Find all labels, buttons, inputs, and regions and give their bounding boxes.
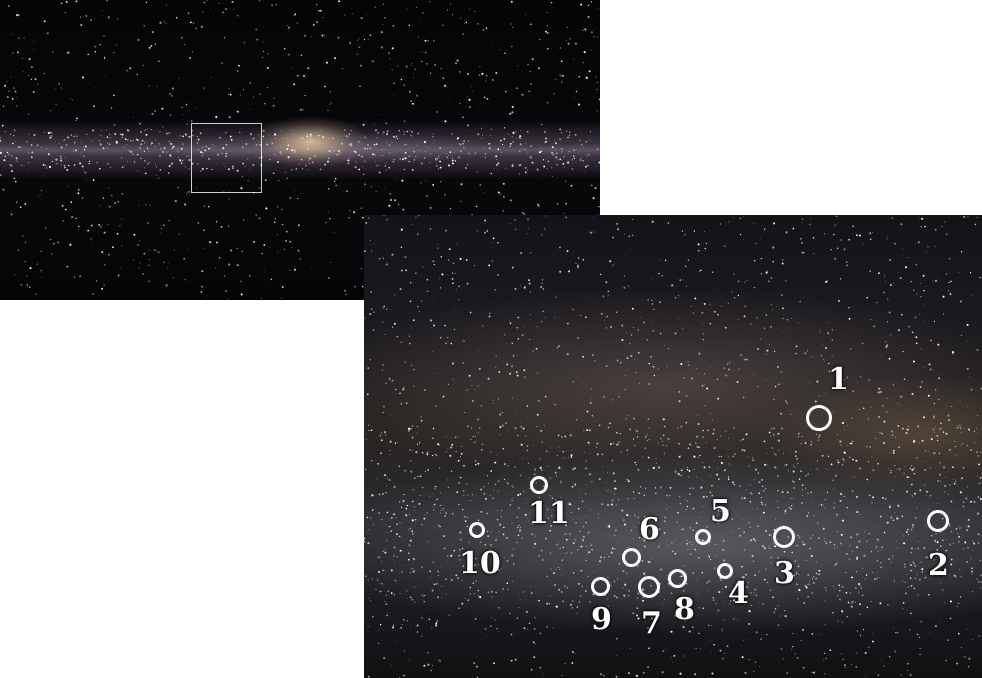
zoom-selection-box <box>191 123 262 193</box>
marker-circle-10 <box>469 522 485 538</box>
marker-label-3: 3 <box>774 556 795 591</box>
marker-label-2: 2 <box>928 548 949 583</box>
marker-circle-7 <box>638 576 660 598</box>
marker-circle-6 <box>622 548 641 567</box>
marker-circle-11 <box>530 476 548 494</box>
marker-label-1: 1 <box>828 362 849 397</box>
marker-label-5: 5 <box>710 494 731 529</box>
marker-circle-4 <box>717 563 733 579</box>
panorama-starfield <box>0 0 600 300</box>
marker-label-4: 4 <box>728 576 749 611</box>
marker-label-8: 8 <box>674 592 695 627</box>
marker-label-10: 10 <box>459 546 501 581</box>
marker-label-9: 9 <box>591 602 612 637</box>
marker-circle-9 <box>591 577 610 596</box>
marker-label-11: 11 <box>528 496 570 531</box>
marker-circle-1 <box>806 405 832 431</box>
marker-label-7: 7 <box>641 606 662 641</box>
marker-circle-5 <box>695 529 711 545</box>
marker-circle-2 <box>927 510 949 532</box>
detail-starfield <box>364 215 982 678</box>
marker-label-6: 6 <box>639 512 660 547</box>
marker-circle-8 <box>668 569 687 588</box>
milky-way-panorama <box>0 0 600 300</box>
zoomed-detail-view: 1 2 3 4 5 6 7 8 9 10 11 <box>364 215 982 678</box>
marker-circle-3 <box>773 526 795 548</box>
